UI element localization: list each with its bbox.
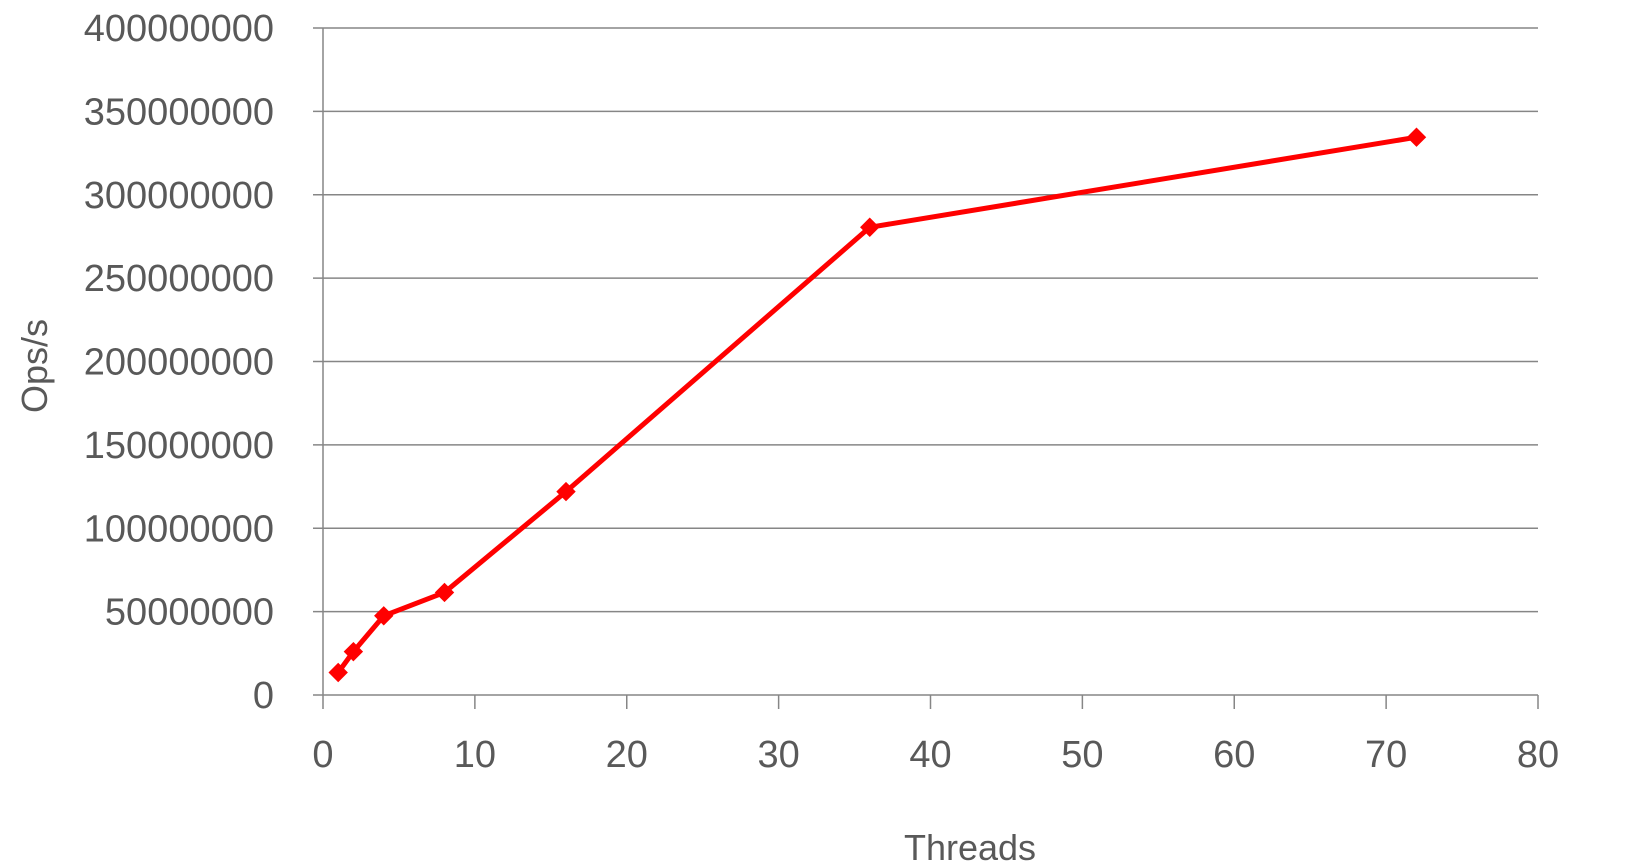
data-point [434,582,455,603]
data-point [556,481,576,502]
series-line [336,134,1417,674]
y-tick-label: 50000000 [105,592,274,634]
x-tick-label: 40 [909,734,951,776]
x-axis-title: Threads [904,827,1036,868]
axes [322,28,1539,709]
data-point [343,641,364,662]
y-tick-label: 300000000 [84,175,274,217]
x-tick-labels: 0 10 20 30 40 50 60 70 80 [312,734,1559,776]
x-tick-label: 50 [1061,734,1103,776]
x-tick-label: 60 [1213,734,1255,776]
y-tick-labels: 0 50000000 100000000 150000000 200000000 2500… [84,8,274,717]
data-point [860,217,880,237]
x-tick-label: 0 [312,734,333,776]
x-tick-label: 20 [606,734,648,776]
data-point [1406,127,1427,147]
data-point [328,662,348,683]
series-group [328,127,1427,683]
y-tick-label: 350000000 [84,91,274,133]
y-tick-label: 400000000 [84,8,274,50]
x-tick-label: 70 [1365,734,1407,776]
y-axis-title: Ops/s [14,319,55,413]
y-tick-label: 250000000 [84,258,274,300]
x-tick-label: 10 [454,734,496,776]
y-tick-label: 100000000 [84,508,274,550]
y-tick-label: 150000000 [84,425,274,467]
data-point [374,606,394,626]
y-tick-label: 0 [253,675,274,717]
x-tick-label: 30 [757,734,799,776]
gridlines [313,27,1538,696]
y-tick-label: 200000000 [84,342,274,384]
x-tick-label: 80 [1517,734,1559,776]
